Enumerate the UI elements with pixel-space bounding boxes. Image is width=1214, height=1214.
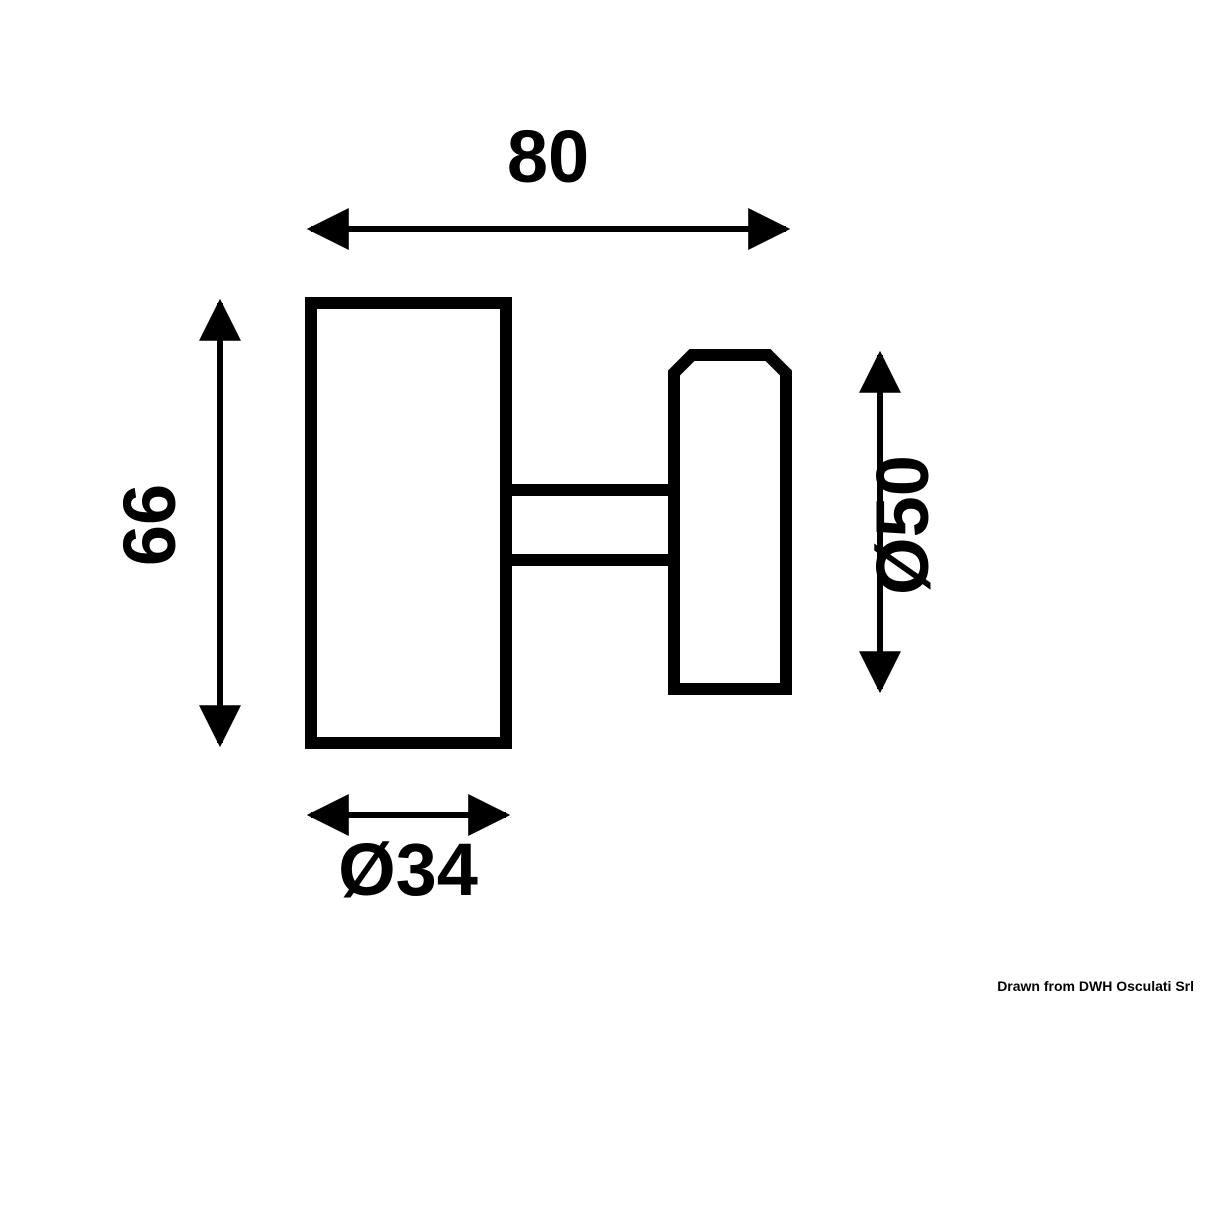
credit-text: Drawn from DWH Osculati Srl: [997, 978, 1194, 994]
right-block: [674, 355, 786, 689]
dim-top-label: 80: [507, 115, 589, 198]
left-block: [311, 303, 506, 743]
part-outline: [311, 303, 786, 743]
dimensions: 80 66 Ø50 Ø34: [108, 115, 944, 911]
dim-right-label: Ø50: [861, 455, 944, 595]
dim-bottom-label: Ø34: [338, 828, 478, 911]
technical-drawing: 80 66 Ø50 Ø34: [0, 0, 1214, 1214]
dim-left-label: 66: [108, 484, 191, 566]
stem: [506, 490, 674, 560]
